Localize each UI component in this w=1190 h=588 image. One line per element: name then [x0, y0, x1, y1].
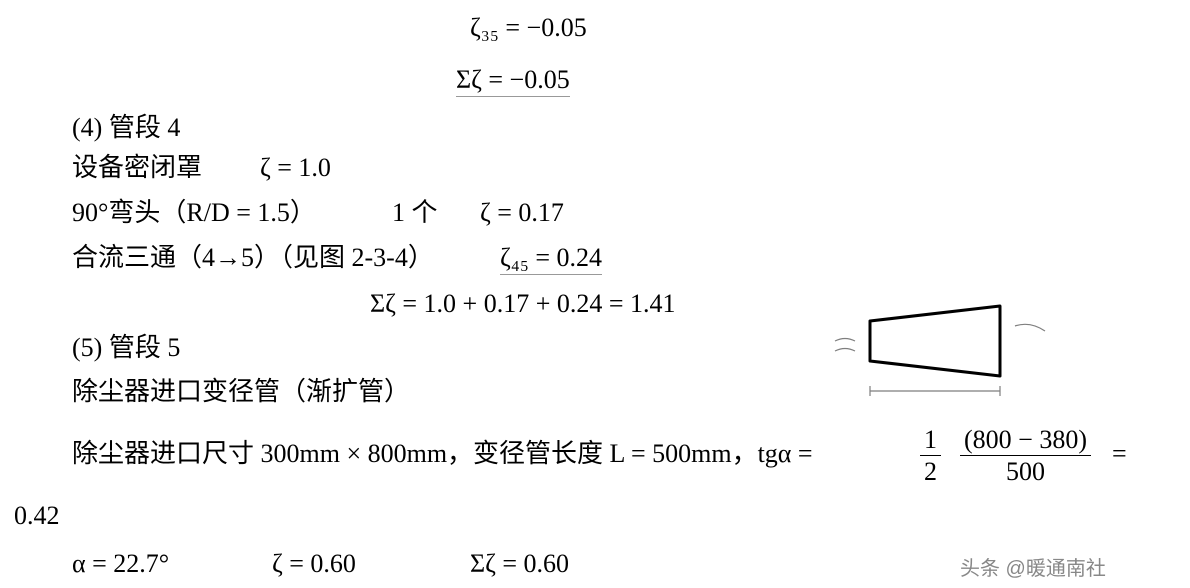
sec5-frac-half: 1 2 — [920, 424, 941, 487]
eq-zeta35: ζ₃₅ = −0.05 — [470, 12, 587, 43]
sec5-zeta: ζ = 0.60 — [272, 548, 356, 579]
hand-sketch-trapezoid — [830, 296, 1090, 416]
sec5-frac-main: (800 − 380) 500 — [960, 424, 1091, 487]
sec5-sigma-zeta: Σζ = 0.60 — [470, 548, 569, 579]
frac-half-num: 1 — [920, 424, 941, 456]
sec5-alpha: α = 22.7° — [72, 548, 169, 579]
sec5-dims-text: 除尘器进口尺寸 300mm × 800mm，变径管长度 L = 500mm，tg… — [72, 438, 813, 469]
eq-sigma-zeta-1: Σζ = −0.05 — [456, 64, 570, 97]
section4-heading: (4) 管段 4 — [72, 112, 180, 143]
sec4-tee-label: 合流三通（4→5）（见图 2-3-4） — [72, 242, 434, 273]
page-root: ζ₃₅ = −0.05 Σζ = −0.05 (4) 管段 4 设备密闭罩 ζ … — [0, 0, 1190, 588]
sec4-elbow-zeta: ζ = 0.17 — [480, 197, 564, 228]
sec5-eq-end: = — [1112, 438, 1127, 469]
sec5-reducer-label: 除尘器进口变径管（渐扩管） — [72, 376, 410, 407]
sec4-elbow-count: 1 个 — [392, 197, 438, 228]
frac-main-num: (800 − 380) — [960, 424, 1091, 456]
sec4-zeta-1: ζ = 1.0 — [260, 152, 331, 183]
sec4-elbow-label: 90°弯头（R/D = 1.5） — [72, 197, 316, 228]
sec5-result: 0.42 — [14, 500, 60, 531]
sec4-zeta45: ζ₄₅ = 0.24 — [500, 242, 602, 275]
section5-heading: (5) 管段 5 — [72, 332, 180, 363]
sec4-sum: Σζ = 1.0 + 0.17 + 0.24 = 1.41 — [370, 288, 676, 319]
sec4-equipment-label: 设备密闭罩 — [72, 152, 202, 183]
watermark-text: 头条 @暖通南社 — [960, 552, 1106, 581]
frac-main-den: 500 — [960, 456, 1091, 487]
frac-half-den: 2 — [920, 456, 941, 487]
